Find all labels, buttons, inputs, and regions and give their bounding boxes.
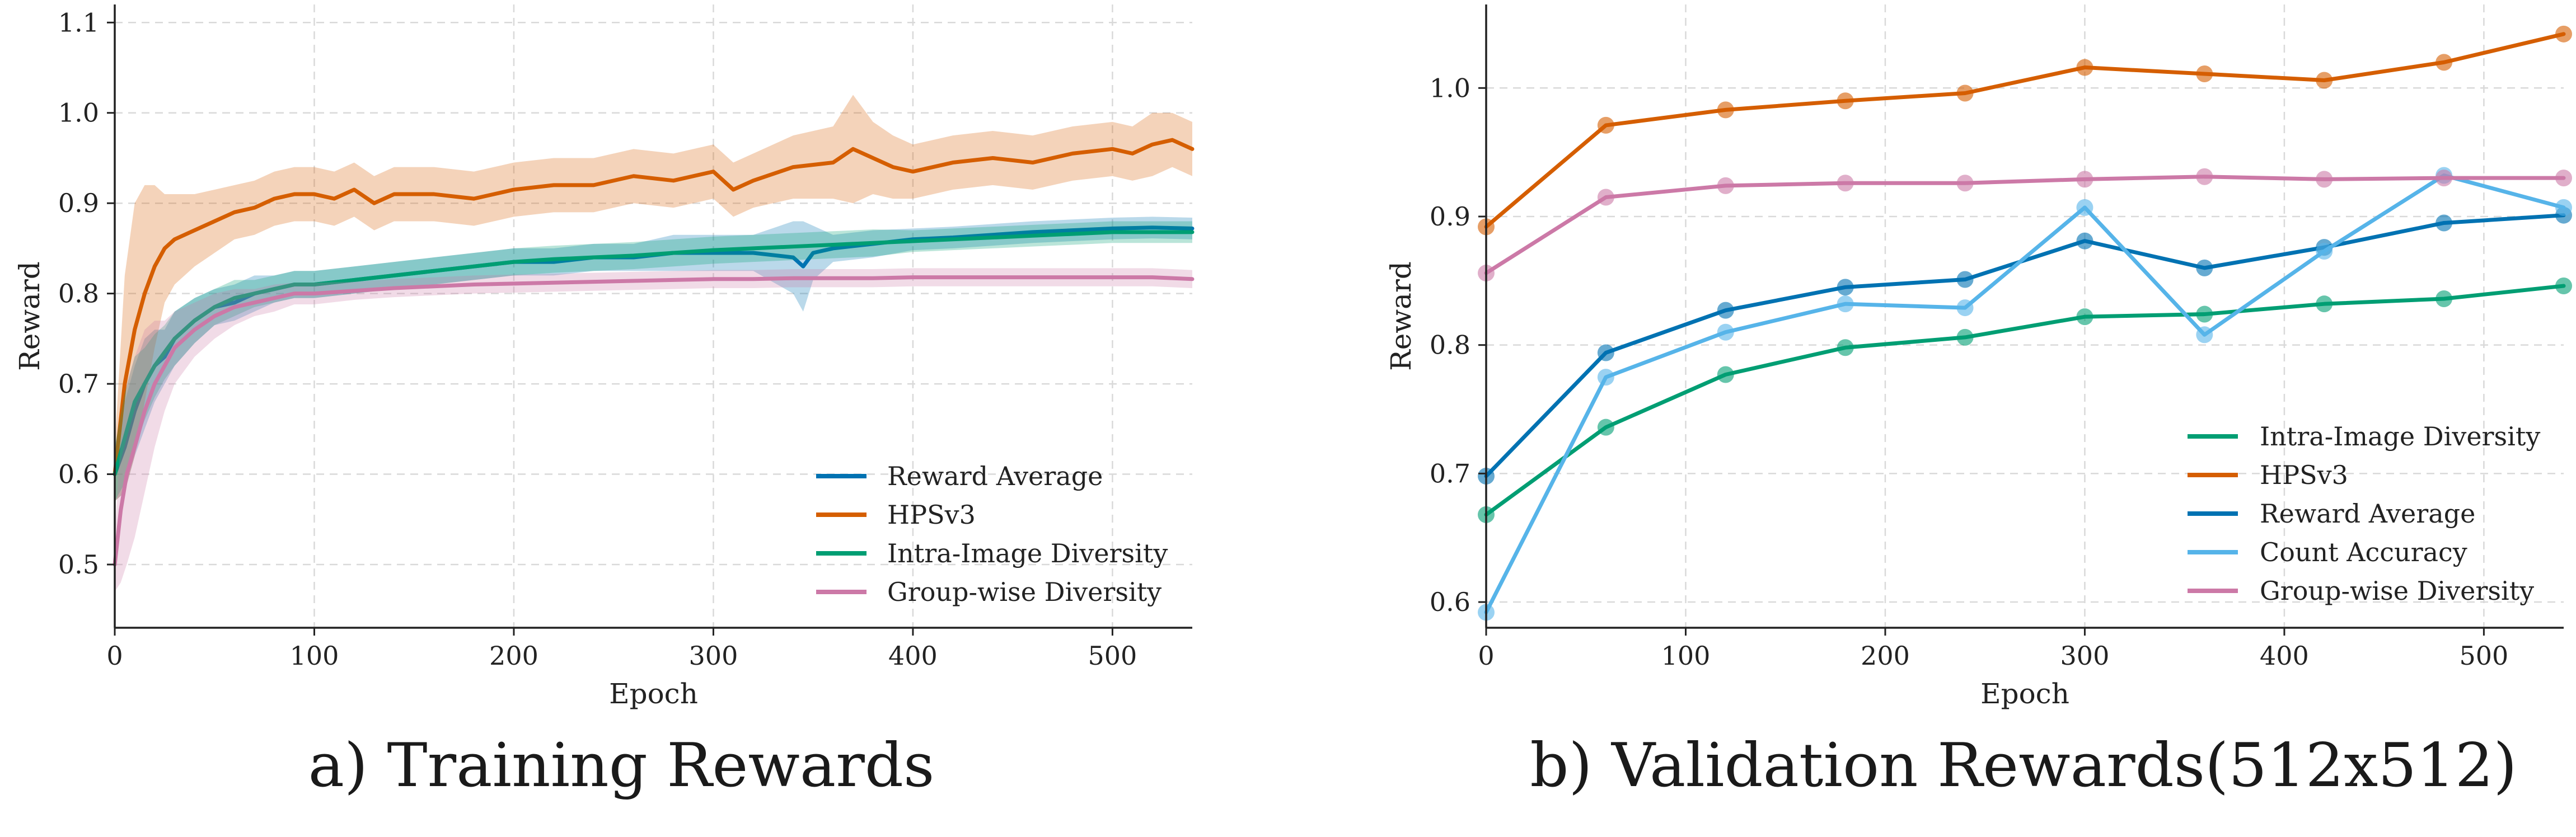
data-point-group-wise-diversity — [1956, 175, 1974, 192]
training-rewards-chart: 0 100 200 300 400 500 0.5 0.6 0.7 0.8 0.9 1.0 1.1 Epo… — [13, 4, 1195, 801]
legend: Intra-Image Diversity HPSv3 Reward Average… — [2188, 421, 2540, 606]
series-line-group-wise-diversity — [113, 275, 1195, 567]
x-tick-label: 0 — [106, 641, 123, 671]
y-tick-label: 0.5 — [58, 549, 99, 580]
data-point-group-wise-diversity — [1597, 189, 1614, 206]
data-point-hpsv3 — [2436, 54, 2453, 71]
legend-label-group-wise-diversity: Group-wise Diversity — [887, 577, 1161, 607]
data-point-reward-average — [2076, 232, 2093, 250]
data-point-intra-image-diversity — [1837, 339, 1854, 356]
data-point-intra-image-diversity — [1717, 366, 1734, 383]
data-point-group-wise-diversity — [2436, 170, 2453, 187]
x-tick-label: 400 — [2260, 641, 2309, 671]
data-point-count-accuracy — [1597, 369, 1614, 386]
chart-caption: a) Training Rewards — [308, 731, 935, 801]
data-point-group-wise-diversity — [2076, 171, 2093, 188]
legend-label-reward-average: Reward Average — [887, 461, 1103, 491]
y-tick-label: 1.1 — [58, 7, 99, 37]
data-point-intra-image-diversity — [2196, 305, 2213, 323]
x-tick-label: 500 — [2460, 641, 2509, 671]
data-point-intra-image-diversity — [1597, 418, 1614, 436]
y-tick-label: 0.9 — [1430, 201, 1470, 232]
x-tick-label: 300 — [2060, 641, 2110, 671]
data-point-hpsv3 — [2076, 59, 2093, 76]
series-band-hpsv3 — [115, 95, 1192, 501]
data-point-group-wise-diversity — [2555, 170, 2572, 187]
data-point-group-wise-diversity — [2316, 171, 2333, 188]
series-line-group-wise-diversity — [1484, 175, 2566, 275]
series-band-group-wise-diversity — [115, 268, 1192, 592]
x-axis-label: Epoch — [1980, 678, 2069, 710]
x-tick-label: 400 — [888, 641, 938, 671]
y-tick-label: 1.0 — [58, 98, 99, 128]
x-tick-label: 500 — [1088, 641, 1137, 671]
data-point-group-wise-diversity — [2196, 168, 2213, 185]
data-point-reward-average — [1956, 271, 1974, 288]
x-tick-label: 200 — [489, 641, 538, 671]
legend-label-intra-image-diversity: Intra-Image Diversity — [2260, 421, 2540, 452]
data-point-hpsv3 — [1597, 116, 1614, 134]
y-tick-label: 0.9 — [58, 188, 99, 218]
validation-rewards-chart: 0 100 200 300 400 500 0.6 0.7 0.8 0.9 1.0 Epoch Rewa… — [1385, 4, 2572, 801]
y-tick-label: 1.0 — [1430, 73, 1470, 103]
series-line-hpsv3 — [1484, 32, 2566, 229]
legend-label-hpsv3: HPSv3 — [887, 500, 976, 530]
data-point-group-wise-diversity — [1717, 177, 1734, 194]
x-axis-label: Epoch — [609, 678, 698, 710]
series-line-intra-image-diversity — [1484, 284, 2566, 517]
legend-label-count-accuracy: Count Accuracy — [2260, 537, 2467, 567]
series-band-intra-image-diversity — [115, 221, 1192, 501]
legend-label-group-wise-diversity: Group-wise Diversity — [2260, 576, 2534, 606]
data-point-hpsv3 — [1837, 92, 1854, 110]
y-tick-label: 0.6 — [58, 459, 99, 490]
y-tick-label: 0.8 — [1430, 330, 1470, 360]
data-point-hpsv3 — [1717, 101, 1734, 119]
x-tick-label: 200 — [1861, 641, 1910, 671]
data-point-count-accuracy — [1717, 323, 1734, 341]
data-point-hpsv3 — [2555, 25, 2572, 43]
y-axis-label: Reward — [1385, 261, 1417, 371]
data-point-intra-image-diversity — [2316, 295, 2333, 313]
legend: Reward Average HPSv3 Intra-Image Diversity… — [816, 461, 1168, 607]
data-point-reward-average — [1597, 344, 1614, 361]
series-line-intra-image-diversity — [113, 230, 1195, 477]
data-point-intra-image-diversity — [2076, 308, 2093, 326]
data-point-count-accuracy — [1956, 299, 1974, 317]
legend-label-reward-average: Reward Average — [2260, 499, 2475, 529]
y-tick-label: 0.7 — [58, 369, 99, 399]
data-point-hpsv3 — [2196, 65, 2213, 83]
data-point-intra-image-diversity — [2436, 290, 2453, 307]
y-axis-label: Reward — [13, 261, 46, 371]
x-tick-label: 300 — [689, 641, 738, 671]
data-point-hpsv3 — [2316, 72, 2333, 89]
data-point-hpsv3 — [1956, 84, 1974, 102]
y-tick-label: 0.6 — [1430, 587, 1470, 617]
y-tick-label: 0.8 — [58, 279, 99, 309]
chart-caption: b) Validation Rewards(512x512) — [1530, 731, 2517, 801]
x-tick-label: 100 — [1661, 641, 1711, 671]
legend-label-intra-image-diversity: Intra-Image Diversity — [887, 538, 1168, 568]
data-point-reward-average — [2196, 259, 2213, 276]
data-point-reward-average — [1717, 302, 1734, 319]
data-point-intra-image-diversity — [1956, 328, 1974, 346]
data-point-group-wise-diversity — [1837, 175, 1854, 192]
series-line-hpsv3 — [113, 138, 1195, 477]
x-tick-label: 100 — [290, 641, 339, 671]
y-tick-label: 0.7 — [1430, 458, 1470, 488]
data-point-count-accuracy — [2316, 243, 2333, 260]
series-line-reward-average — [1484, 213, 2566, 478]
data-point-intra-image-diversity — [2555, 278, 2572, 295]
data-point-count-accuracy — [2076, 199, 2093, 216]
data-point-count-accuracy — [2555, 199, 2572, 216]
series-line-count-accuracy — [1484, 173, 2566, 614]
data-point-count-accuracy — [2196, 326, 2213, 344]
data-point-reward-average — [2436, 214, 2453, 232]
legend-label-hpsv3: HPSv3 — [2260, 460, 2348, 490]
data-point-reward-average — [1837, 279, 1854, 296]
data-point-count-accuracy — [1837, 295, 1854, 313]
x-tick-label: 0 — [1478, 641, 1494, 671]
